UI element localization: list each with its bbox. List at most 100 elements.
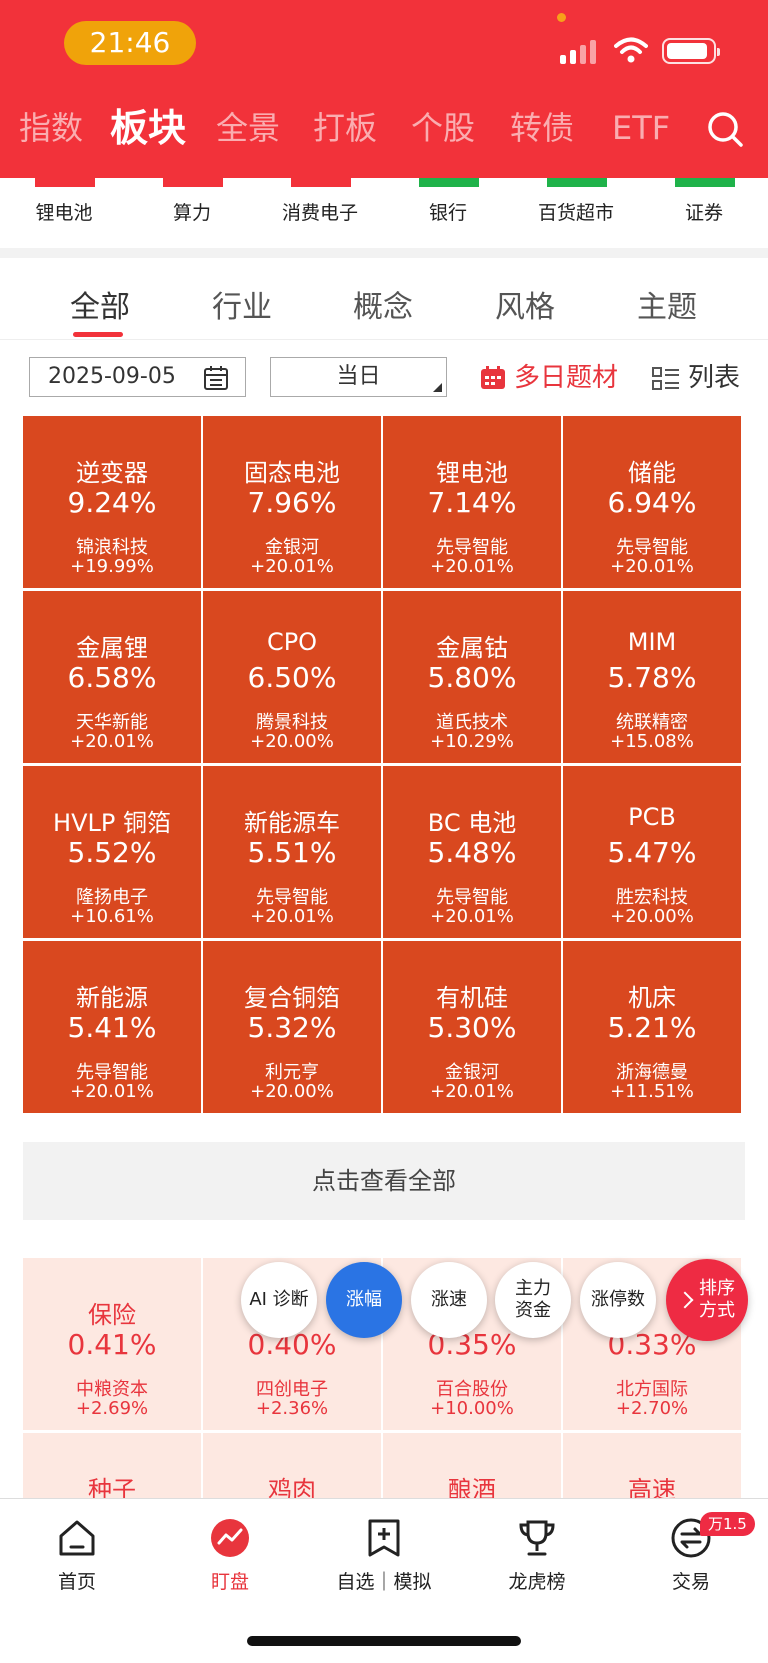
leading-stock: 锦浪科技	[76, 537, 148, 558]
list-view-button[interactable]: 列表	[652, 360, 740, 396]
nav-trade[interactable]: 交易	[631, 1517, 751, 1594]
sector-change: 5.80%	[427, 661, 517, 694]
sector-tile[interactable]: PCB 5.47% 胜宏科技 +20.00%	[563, 766, 741, 938]
sector-tile[interactable]: 酿酒	[383, 1433, 561, 1498]
wifi-icon	[614, 37, 648, 63]
sort-by-main-fund-button[interactable]: 主力 资金	[495, 1262, 571, 1338]
sector-tile[interactable]: BC 电池 5.48% 先导智能 +20.01%	[383, 766, 561, 938]
sector-change: 5.78%	[607, 661, 697, 694]
view-all-button[interactable]: 点击查看全部	[23, 1142, 745, 1220]
tab-industry[interactable]: 行业	[212, 290, 272, 325]
nav-watchlist[interactable]: 自选｜模拟	[324, 1517, 444, 1594]
tab-all[interactable]: 全部	[70, 290, 130, 325]
sector-tile[interactable]: 复合铜箔 5.32% 利元亨 +20.00%	[203, 941, 381, 1113]
sector-tile[interactable]: 金属钴 5.80% 道氏技术 +10.29%	[383, 591, 561, 763]
sector-name: 酿酒	[448, 1476, 496, 1498]
sector-name: 逆变器	[76, 459, 148, 487]
ticker-trend-bar	[675, 178, 735, 187]
top-tab-sector[interactable]: 板块	[110, 106, 187, 150]
ai-diagnosis-button[interactable]: AI 诊断	[241, 1262, 317, 1338]
sector-tile[interactable]: 鸡肉	[203, 1433, 381, 1498]
sector-change: 5.48%	[427, 836, 517, 869]
sector-name: 有机硅	[436, 984, 508, 1012]
ticker-item[interactable]: 锂电池	[4, 178, 124, 248]
tab-theme[interactable]: 主题	[637, 290, 697, 325]
sector-tile[interactable]: 储能 6.94% 先导智能 +20.01%	[563, 416, 741, 588]
sector-change: 6.94%	[607, 486, 697, 519]
sector-tile[interactable]: CPO 6.50% 腾景科技 +20.00%	[203, 591, 381, 763]
category-tab-bar: 全部 行业 概念 风格 主题	[0, 258, 768, 340]
sector-tile[interactable]: MIM 5.78% 统联精密 +15.08%	[563, 591, 741, 763]
sector-tile[interactable]: 固态电池 7.96% 金银河 +20.01%	[203, 416, 381, 588]
top-tab-etf[interactable]: ETF	[612, 109, 671, 147]
status-time: 21:46	[64, 21, 196, 65]
leading-stock-change: +20.01%	[70, 1081, 154, 1102]
sort-by-rise-label: 涨幅	[346, 1289, 382, 1310]
sector-change: 9.24%	[67, 486, 157, 519]
nav-label: 首页	[57, 1571, 96, 1593]
sector-tile[interactable]: 逆变器 9.24% 锦浪科技 +19.99%	[23, 416, 201, 588]
sector-tile[interactable]: 金属锂 6.58% 天华新能 +20.01%	[23, 591, 201, 763]
ticker-item[interactable]: 证券	[644, 178, 764, 248]
section-divider	[0, 248, 768, 258]
top-tab-stocks[interactable]: 个股	[411, 109, 476, 147]
date-picker[interactable]: 2025-09-05	[29, 357, 246, 397]
ticker-trend-bar	[419, 178, 479, 187]
ticker-label: 锂电池	[35, 202, 93, 224]
leading-stock: 隆扬电子	[76, 887, 148, 908]
sector-tile[interactable]: 有机硅 5.30% 金银河 +20.01%	[383, 941, 561, 1113]
top-tab-panorama[interactable]: 全景	[216, 109, 281, 147]
sector-tile[interactable]: 机床 5.21% 浙海德曼 +11.51%	[563, 941, 741, 1113]
sort-method-button[interactable]: 排序 方式	[666, 1259, 748, 1341]
sector-change: 5.30%	[427, 1011, 517, 1044]
leading-stock-change: +10.00%	[430, 1398, 514, 1419]
ticker-item[interactable]: 百货超市	[516, 178, 636, 248]
leading-stock-change: +20.00%	[250, 731, 334, 752]
sector-name: 新能源车	[244, 809, 340, 837]
top-tab-convertible[interactable]: 转债	[510, 109, 575, 147]
ticker-item[interactable]: 算力	[132, 178, 252, 248]
leading-stock: 四创电子	[256, 1379, 328, 1400]
home-indicator[interactable]	[247, 1636, 521, 1646]
ticker-item[interactable]: 银行	[388, 178, 508, 248]
sector-name: CPO	[266, 628, 318, 656]
leading-stock: 先导智能	[616, 537, 688, 558]
top-tab-index[interactable]: 指数	[19, 109, 84, 147]
sort-by-speed-button[interactable]: 涨速	[411, 1262, 487, 1338]
tab-concept[interactable]: 概念	[353, 290, 413, 325]
limit-count-label: 涨停数	[591, 1289, 645, 1310]
sector-tile[interactable]: 种子	[23, 1433, 201, 1498]
ticker-item[interactable]: 消费电子	[260, 178, 380, 248]
home-icon	[59, 1520, 95, 1556]
ticker-label: 证券	[684, 202, 723, 224]
sort-by-limit-count-button[interactable]: 涨停数	[580, 1262, 656, 1338]
sector-tile[interactable]: 新能源 5.41% 先导智能 +20.01%	[23, 941, 201, 1113]
leading-stock: 先导智能	[436, 537, 508, 558]
sector-name: 新能源	[76, 984, 148, 1012]
period-select[interactable]: 当日	[270, 357, 447, 397]
app-header: 21:46 指数 板块 全景 打板 个股 转债 ETF	[0, 0, 768, 178]
multi-day-theme-button[interactable]: 多日题材	[480, 360, 618, 396]
sector-change: 6.58%	[67, 661, 157, 694]
sector-tile[interactable]: HVLP 铜箔 5.52% 隆扬电子 +10.61%	[23, 766, 201, 938]
sector-name: 种子	[88, 1476, 136, 1498]
top-tab-limit-up[interactable]: 打板	[313, 109, 378, 147]
search-icon[interactable]	[706, 110, 744, 148]
sort-by-rise-button[interactable]: 涨幅	[326, 1262, 402, 1338]
nav-home[interactable]: 首页	[17, 1517, 137, 1594]
nav-dragon-tiger[interactable]: 龙虎榜	[477, 1517, 597, 1594]
sector-change: 5.47%	[607, 836, 697, 869]
sector-tile[interactable]: 高速	[563, 1433, 741, 1498]
leading-stock-change: +2.69%	[75, 1398, 149, 1419]
sector-tile[interactable]: 锂电池 7.14% 先导智能 +20.01%	[383, 416, 561, 588]
sector-tile[interactable]: 保险 0.41% 中粮资本 +2.69%	[23, 1258, 201, 1430]
sector-name: 锂电池	[436, 459, 508, 487]
add-watchlist-icon	[368, 1519, 400, 1557]
ticker-trend-bar	[547, 178, 607, 187]
tab-style[interactable]: 风格	[495, 290, 555, 325]
sector-tile[interactable]: 新能源车 5.51% 先导智能 +20.01%	[203, 766, 381, 938]
commission-badge: 万1.5	[700, 1512, 755, 1536]
sector-name: 高速	[628, 1476, 676, 1498]
nav-label: 交易	[671, 1571, 710, 1593]
nav-watch[interactable]: 盯盘	[170, 1517, 290, 1594]
